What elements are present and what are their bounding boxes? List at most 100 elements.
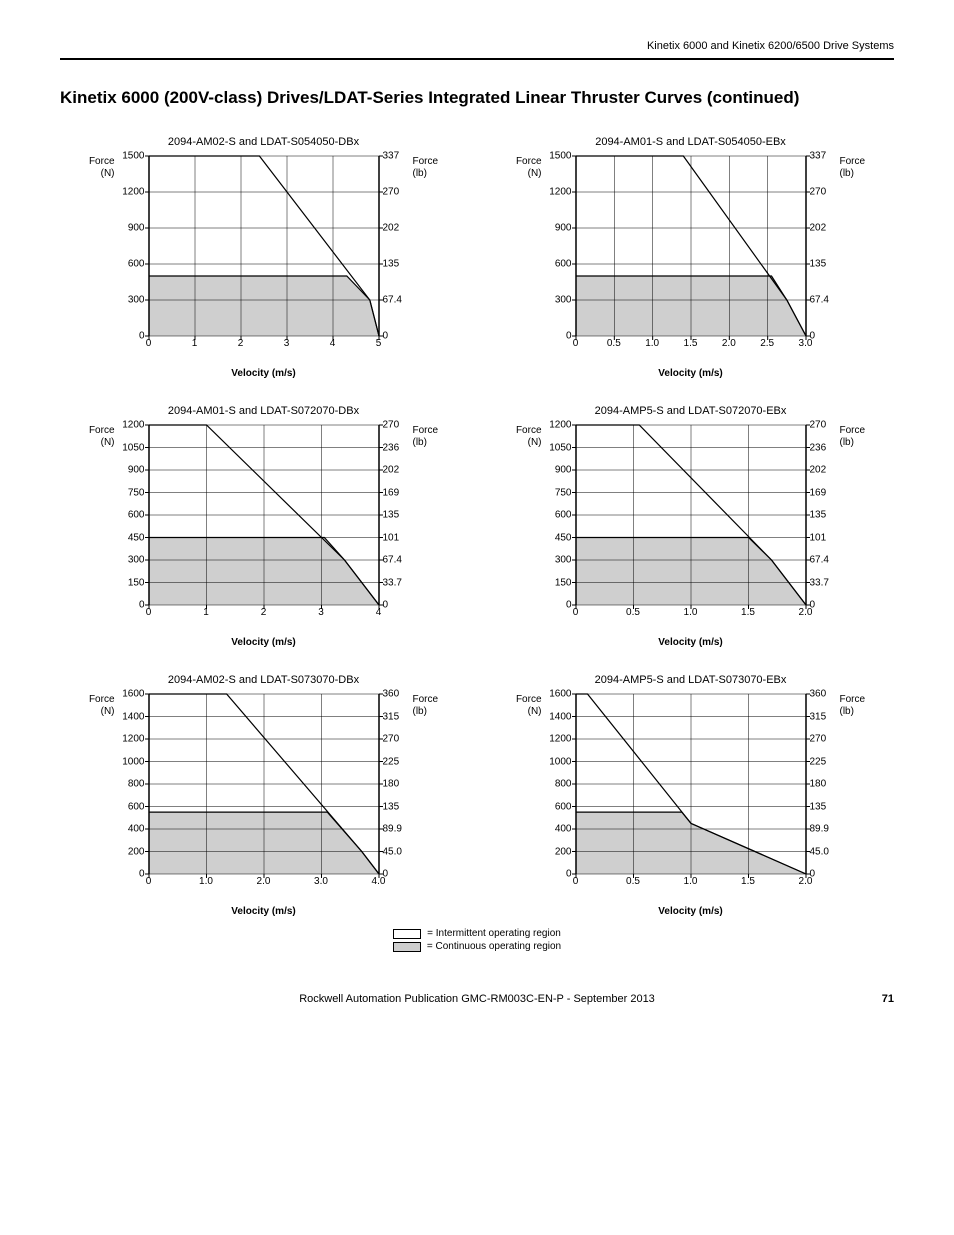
ytick-left: 900 [128,223,145,234]
x-axis-label: Velocity (m/s) [149,637,379,648]
legend-intermittent: = Intermittent operating region [393,928,561,939]
xtick: 4 [330,338,336,349]
chart-body: Force(N)030060090012001500012345Velocity… [89,156,438,379]
ytick-left: 450 [555,532,572,543]
ytick-right: 67.4 [810,555,829,566]
ytick-right: 225 [383,756,400,767]
ytick-right: 0 [810,331,816,342]
xtick: 1.0 [684,876,698,887]
y-axis-label-newtons: Force(N) [516,156,542,179]
xtick: 5 [376,338,382,349]
xtick: 0 [573,876,579,887]
ytick-right: 236 [810,442,827,453]
ytick-right: 225 [810,756,827,767]
chart-title: 2094-AMP5-S and LDAT-S073070-EBx [595,674,787,686]
ytick-right: 315 [383,711,400,722]
legend-intermittent-label: = Intermittent operating region [427,928,561,939]
ytick-right: 202 [383,465,400,476]
page-title: Kinetix 6000 (200V-class) Drives/LDAT-Se… [60,88,894,108]
chart-body: Force(N)01503004506007509001050120000.51… [516,425,865,648]
ytick-right: 0 [383,869,389,880]
ytick-left: 1600 [122,689,144,700]
xtick: 0 [573,607,579,618]
x-axis-label: Velocity (m/s) [576,906,806,917]
ytick-right: 67.4 [383,295,402,306]
xtick: 3 [284,338,290,349]
x-axis-label: Velocity (m/s) [576,368,806,379]
ytick-left: 1000 [122,756,144,767]
y-axis-label-pounds: Force(lb) [413,694,439,717]
ytick-right: 360 [810,689,827,700]
ytick-right: 337 [810,151,827,162]
ytick-right: 45.0 [383,846,402,857]
y-axis-label-pounds: Force(lb) [413,156,439,179]
ytick-right: 270 [383,187,400,198]
ytick-left: 150 [128,577,145,588]
ytick-left: 200 [555,846,572,857]
ytick-left: 0 [566,331,572,342]
xtick: 0.5 [626,876,640,887]
ytick-right: 33.7 [383,577,402,588]
y-axis-label-newtons: Force(N) [516,694,542,717]
chart-title: 2094-AM01-S and LDAT-S072070-DBx [168,405,359,417]
ytick-right: 135 [383,801,400,812]
legend-swatch-intermittent [393,929,421,939]
chart-3: 2094-AMP5-S and LDAT-S072070-EBxForce(N)… [487,405,894,648]
ytick-right: 202 [383,223,400,234]
ytick-left: 600 [128,510,145,521]
chart-title: 2094-AM02-S and LDAT-S054050-DBx [168,136,359,148]
ytick-right: 0 [810,869,816,880]
ytick-left: 800 [128,779,145,790]
xtick: 1.0 [199,876,213,887]
ytick-left: 900 [555,465,572,476]
ytick-right: 0 [383,331,389,342]
xtick: 2 [238,338,244,349]
ytick-left: 300 [555,295,572,306]
chart-title: 2094-AMP5-S and LDAT-S072070-EBx [595,405,787,417]
ytick-left: 1200 [549,734,571,745]
ytick-right: 270 [810,734,827,745]
chart-body: Force(N)03006009001200150000.51.01.52.02… [516,156,865,379]
ytick-left: 1500 [122,151,144,162]
chart-title: 2094-AM02-S and LDAT-S073070-DBx [168,674,359,686]
ytick-right: 270 [383,734,400,745]
ytick-left: 750 [555,487,572,498]
chart-2: 2094-AM01-S and LDAT-S072070-DBxForce(N)… [60,405,467,648]
y-axis-label-pounds: Force(lb) [840,694,866,717]
xtick: 2.5 [760,338,774,349]
ytick-left: 300 [555,555,572,566]
ytick-left: 1000 [549,756,571,767]
ytick-right: 135 [810,510,827,521]
ytick-left: 1600 [549,689,571,700]
y-axis-label-pounds: Force(lb) [840,425,866,448]
xtick: 1 [203,607,209,618]
ytick-left: 0 [139,600,145,611]
chart-body: Force(N)01503004506007509001050120001234… [89,425,438,648]
ytick-left: 1050 [122,442,144,453]
plot-area [149,694,379,874]
ytick-right: 135 [383,259,400,270]
xtick: 4 [376,607,382,618]
ytick-right: 135 [383,510,400,521]
ytick-left: 1200 [549,420,571,431]
x-axis-label: Velocity (m/s) [149,368,379,379]
ytick-right: 180 [810,779,827,790]
y-axis-label-newtons: Force(N) [89,156,115,179]
ytick-right: 135 [810,801,827,812]
xtick: 1.0 [645,338,659,349]
chart-title: 2094-AM01-S and LDAT-S054050-EBx [595,136,786,148]
ytick-right: 135 [810,259,827,270]
ytick-right: 270 [383,420,400,431]
footer-page-number: 71 [854,993,894,1005]
ytick-right: 236 [383,442,400,453]
ytick-right: 0 [810,600,816,611]
legend-continuous-label: = Continuous operating region [427,941,561,952]
ytick-left: 0 [139,331,145,342]
ytick-left: 600 [128,801,145,812]
ytick-left: 0 [566,600,572,611]
ytick-left: 1200 [122,187,144,198]
ytick-left: 1050 [549,442,571,453]
x-axis-label: Velocity (m/s) [576,637,806,648]
ytick-left: 600 [555,510,572,521]
ytick-left: 300 [128,295,145,306]
